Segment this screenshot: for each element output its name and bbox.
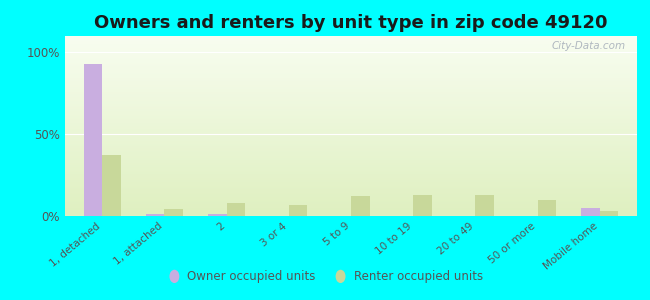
Bar xyxy=(84,64,102,216)
Bar xyxy=(538,200,556,216)
Bar xyxy=(146,214,164,216)
Bar xyxy=(581,208,600,216)
Legend: Owner occupied units, Renter occupied units: Owner occupied units, Renter occupied un… xyxy=(162,266,488,288)
Bar xyxy=(413,195,432,216)
Bar xyxy=(227,203,245,216)
Bar xyxy=(351,196,370,216)
Bar xyxy=(475,195,494,216)
Bar xyxy=(164,209,183,216)
Bar xyxy=(289,205,307,216)
Bar xyxy=(102,155,121,216)
Text: City-Data.com: City-Data.com xyxy=(551,41,625,51)
Title: Owners and renters by unit type in zip code 49120: Owners and renters by unit type in zip c… xyxy=(94,14,608,32)
Bar xyxy=(208,214,227,216)
Bar xyxy=(600,211,618,216)
